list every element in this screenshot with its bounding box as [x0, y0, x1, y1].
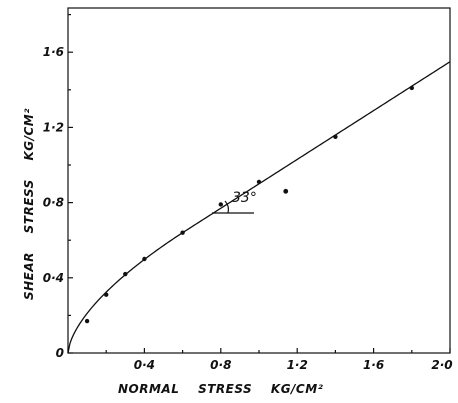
x-tick-label: 0·4 [134, 358, 155, 372]
y-tick-label: 1·2 [43, 120, 64, 134]
y-tick-label: 0·4 [43, 271, 64, 285]
x-tick-label: 1·2 [287, 358, 308, 372]
data-point [84, 318, 90, 324]
x-tick-label: 0·8 [210, 358, 231, 372]
angle-arc [224, 200, 229, 214]
y-tick-label: 0·8 [43, 196, 64, 210]
x-tick-label: 1·6 [363, 358, 384, 372]
data-point [104, 292, 109, 297]
angle-label: 33° [232, 190, 257, 206]
data-points [84, 85, 414, 324]
data-point [218, 202, 223, 207]
annotation-point [283, 188, 289, 194]
data-point [123, 271, 128, 277]
tick-labels: 0·4 0·8 1·2 1·6 2·0 0 0·4 0·8 1·2 1·6 [43, 45, 453, 372]
axis-ticks [67, 14, 451, 354]
y-tick-label: 1·6 [43, 45, 64, 59]
data-point [409, 85, 414, 91]
fitted-curve [67, 61, 451, 354]
data-point [256, 179, 262, 185]
data-point [142, 256, 147, 262]
y-tick-label: 0 [56, 346, 64, 360]
data-point [333, 134, 338, 139]
friction-angle-annotation: 33° [212, 190, 257, 214]
y-axis-label: SHEAR STRESS KG/CM² [22, 108, 36, 300]
data-point [180, 230, 185, 235]
x-tick-label: 2·0 [431, 358, 452, 372]
x-axis-label: NORMAL STRESS KG/CM² [118, 382, 324, 396]
